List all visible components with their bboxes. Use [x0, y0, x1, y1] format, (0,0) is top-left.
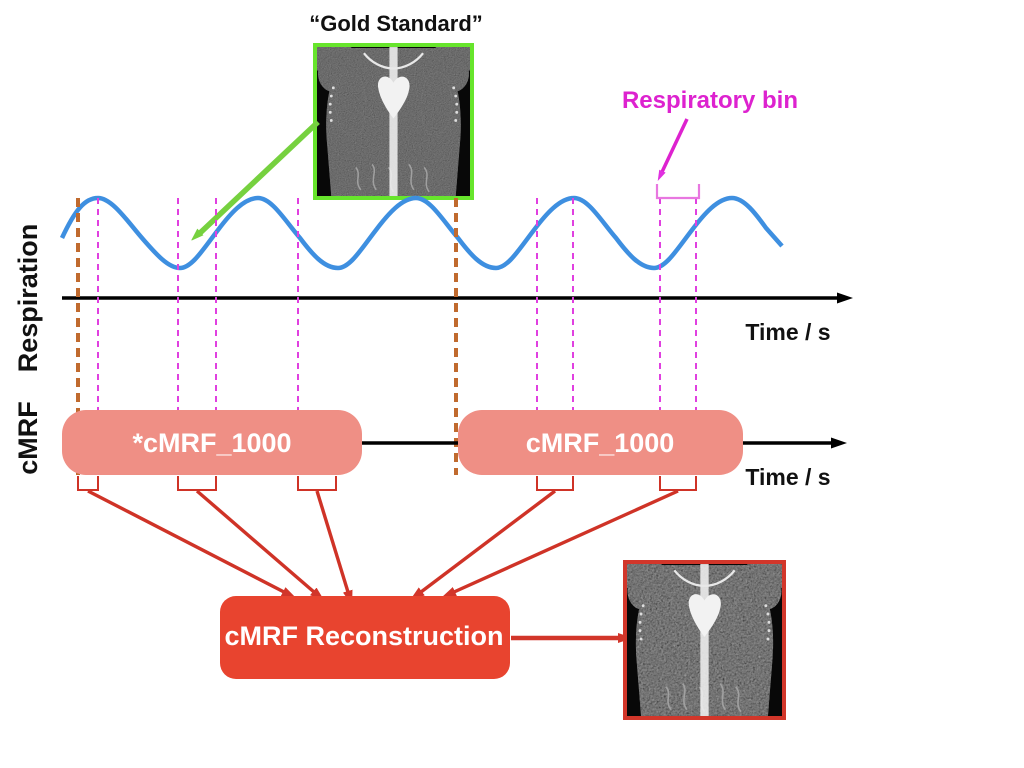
- svg-text:cMRF Reconstruction: cMRF Reconstruction: [224, 621, 503, 651]
- svg-text:“Gold Standard”: “Gold Standard”: [309, 11, 483, 36]
- svg-text:Respiratory bin: Respiratory bin: [622, 87, 798, 114]
- svg-text:Respiration: Respiration: [13, 224, 43, 373]
- svg-text:Time / s: Time / s: [745, 319, 830, 345]
- svg-text:cMRF_1000: cMRF_1000: [526, 428, 675, 458]
- svg-text:Time / s: Time / s: [745, 464, 830, 490]
- svg-text:*cMRF_1000: *cMRF_1000: [132, 428, 291, 458]
- svg-text:cMRF: cMRF: [13, 401, 43, 475]
